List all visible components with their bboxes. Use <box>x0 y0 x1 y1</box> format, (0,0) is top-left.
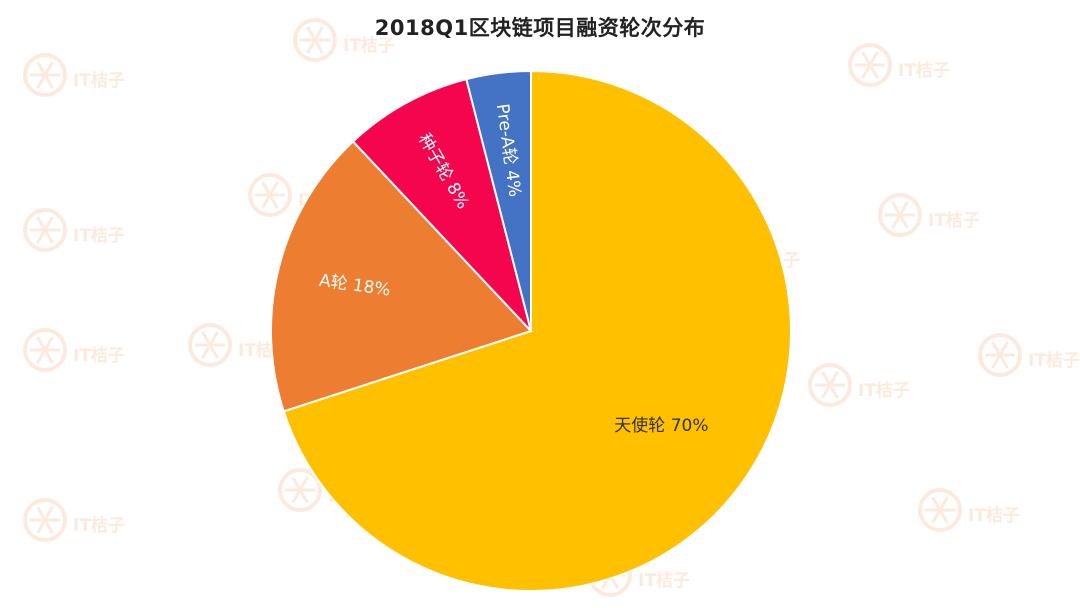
svg-text:IT桔子: IT桔子 <box>968 505 1020 526</box>
svg-text:IT桔子: IT桔子 <box>73 225 125 246</box>
watermark-logo: IT桔子 <box>918 488 1020 532</box>
svg-text:IT桔子: IT桔子 <box>343 35 395 56</box>
svg-text:IT桔子: IT桔子 <box>73 345 125 366</box>
pie-slice-1 <box>270 140 533 413</box>
pie-slice-2 <box>351 77 532 332</box>
watermark-logo: IT桔子 <box>23 498 125 542</box>
watermark-logo: IT桔子 <box>23 328 125 372</box>
svg-text:IT桔子: IT桔子 <box>638 570 690 591</box>
watermark-logo: IT桔子 <box>23 208 125 252</box>
watermark-logo: IT桔子 <box>878 193 980 237</box>
pie-slice-0 <box>282 69 792 592</box>
watermark-logo: IT桔子 <box>808 363 910 407</box>
watermark-logo: IT桔子 <box>293 18 395 62</box>
watermark-logo: IT桔子 <box>23 53 125 97</box>
slice-label-0: 天使轮 70% <box>614 415 708 436</box>
watermark-logo: IT桔子 <box>848 43 950 87</box>
watermark-logo: IT桔子 <box>978 333 1080 377</box>
svg-text:IT桔子: IT桔子 <box>73 70 125 91</box>
svg-text:IT桔子: IT桔子 <box>858 380 910 401</box>
chart-title: 2018Q1区块链项目融资轮次分布 <box>374 16 706 40</box>
svg-text:IT桔子: IT桔子 <box>928 210 980 231</box>
svg-text:IT桔子: IT桔子 <box>73 515 125 536</box>
svg-text:IT桔子: IT桔子 <box>1028 350 1080 371</box>
pie-slices <box>270 69 792 592</box>
svg-text:IT桔子: IT桔子 <box>898 60 950 81</box>
pie-slice-3 <box>465 69 532 332</box>
